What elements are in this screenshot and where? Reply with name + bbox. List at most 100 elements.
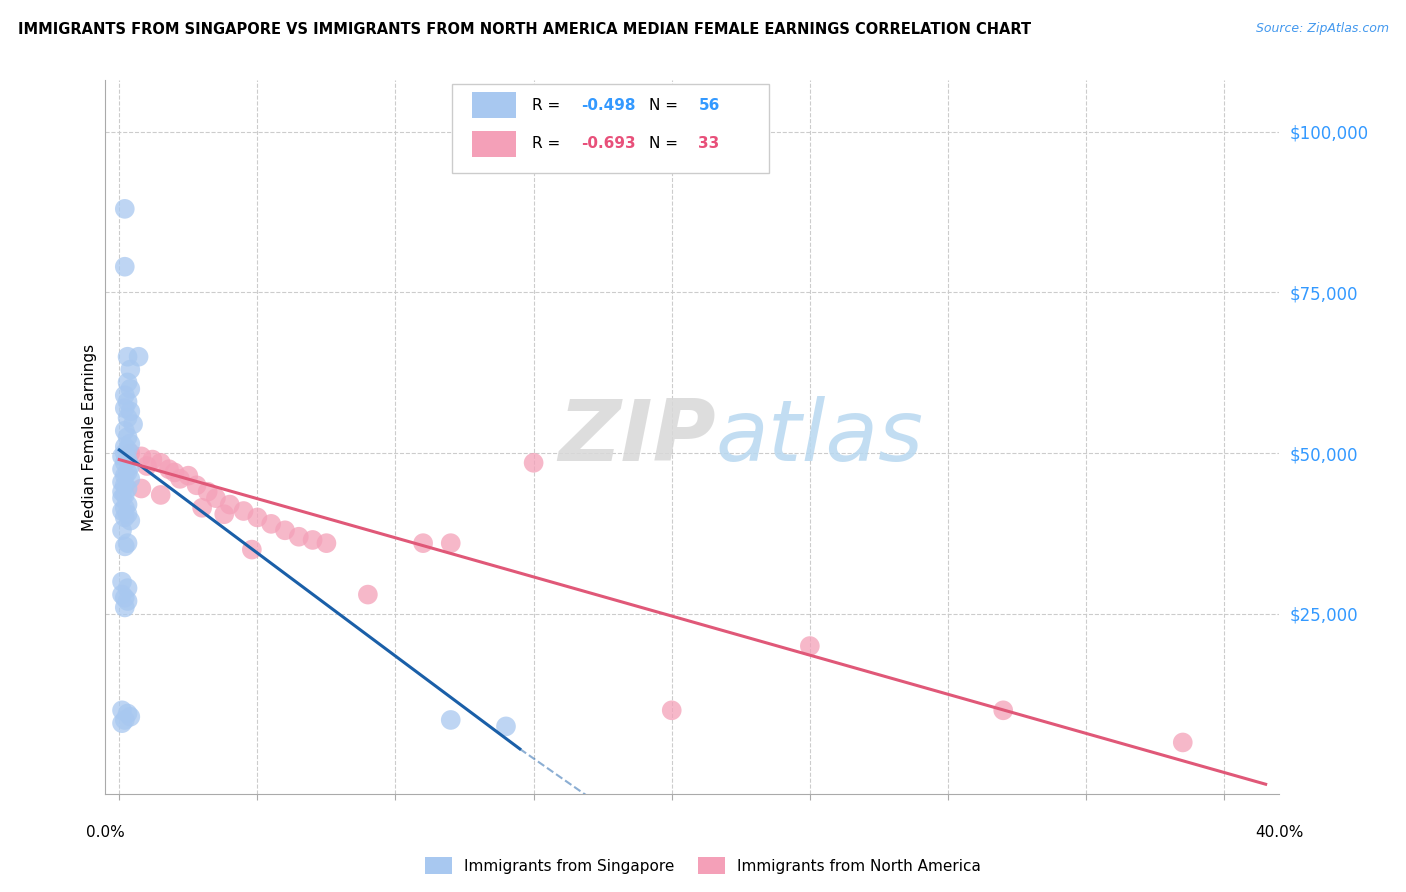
Point (218, 498, 240, 512)
FancyBboxPatch shape (451, 84, 769, 173)
Point (186, 478, 208, 492)
FancyBboxPatch shape (472, 93, 516, 118)
Point (117, 394, 139, 409)
Point (117, 410, 139, 425)
Point (114, 401, 136, 416)
Point (120, 436, 142, 450)
Y-axis label: Median Female Earnings: Median Female Earnings (82, 343, 97, 531)
Point (240, 542, 263, 557)
Point (111, 703, 134, 717)
Point (128, 350, 150, 364)
Text: atlas: atlas (716, 395, 924, 479)
Point (120, 446, 142, 460)
Point (117, 430, 139, 444)
Point (149, 456, 172, 470)
Point (114, 202, 136, 216)
Point (197, 484, 219, 499)
Point (993, 703, 1015, 717)
Point (120, 514, 142, 528)
Point (111, 716, 134, 731)
Point (117, 452, 139, 467)
Point (114, 500, 136, 515)
Point (163, 466, 186, 480)
Point (114, 488, 136, 502)
Text: 40.0%: 40.0% (1256, 825, 1303, 840)
Point (246, 510, 269, 524)
Point (523, 456, 546, 470)
Point (131, 450, 153, 464)
Point (117, 594, 139, 608)
Point (117, 466, 139, 480)
Text: -0.498: -0.498 (581, 98, 636, 112)
Point (120, 382, 142, 396)
Point (440, 536, 463, 550)
Point (495, 719, 517, 733)
Text: Source: ZipAtlas.com: Source: ZipAtlas.com (1256, 22, 1389, 36)
Point (114, 540, 136, 554)
Point (117, 482, 139, 496)
Point (120, 404, 142, 418)
Point (111, 504, 134, 518)
Point (120, 710, 142, 724)
Point (111, 475, 134, 489)
Point (357, 588, 380, 602)
Point (120, 458, 142, 473)
Text: N =: N = (650, 136, 683, 152)
Point (131, 482, 153, 496)
Point (114, 446, 136, 460)
Point (111, 491, 134, 505)
Point (288, 530, 311, 544)
Point (117, 507, 139, 521)
Point (114, 478, 136, 492)
Point (149, 488, 172, 502)
Point (232, 504, 254, 518)
Point (111, 588, 134, 602)
Point (412, 536, 434, 550)
Point (169, 472, 191, 486)
Point (661, 703, 683, 717)
Text: 0.0%: 0.0% (86, 825, 125, 840)
Point (114, 260, 136, 274)
Point (157, 462, 180, 476)
Text: R =: R = (531, 136, 565, 152)
Legend: Immigrants from Singapore, Immigrants from North America: Immigrants from Singapore, Immigrants fr… (419, 851, 987, 880)
Point (135, 458, 157, 473)
Point (111, 462, 134, 476)
Point (114, 600, 136, 615)
Point (114, 510, 136, 524)
Point (114, 456, 136, 470)
Text: ZIP: ZIP (558, 395, 716, 479)
Point (114, 424, 136, 438)
Point (111, 450, 134, 464)
Text: IMMIGRANTS FROM SINGAPORE VS IMMIGRANTS FROM NORTH AMERICA MEDIAN FEMALE EARNING: IMMIGRANTS FROM SINGAPORE VS IMMIGRANTS … (18, 22, 1032, 37)
Point (1171, 735, 1194, 749)
Text: -0.693: -0.693 (581, 136, 636, 152)
Point (111, 574, 134, 589)
Point (114, 591, 136, 605)
Text: 56: 56 (699, 98, 720, 112)
Point (117, 536, 139, 550)
Point (799, 639, 821, 653)
Point (117, 376, 139, 390)
Point (274, 524, 297, 538)
Text: R =: R = (531, 98, 565, 112)
Point (114, 468, 136, 483)
Point (111, 524, 134, 538)
Point (120, 472, 142, 486)
Point (117, 350, 139, 364)
Point (315, 536, 337, 550)
Point (114, 440, 136, 454)
Point (122, 417, 145, 432)
Point (117, 581, 139, 595)
Point (260, 516, 283, 531)
Point (117, 706, 139, 721)
Point (141, 452, 163, 467)
Point (117, 498, 139, 512)
Point (301, 533, 323, 547)
Point (191, 500, 214, 515)
Point (111, 484, 134, 499)
Point (205, 491, 228, 505)
FancyBboxPatch shape (472, 131, 516, 157)
Point (114, 388, 136, 402)
Point (117, 442, 139, 457)
